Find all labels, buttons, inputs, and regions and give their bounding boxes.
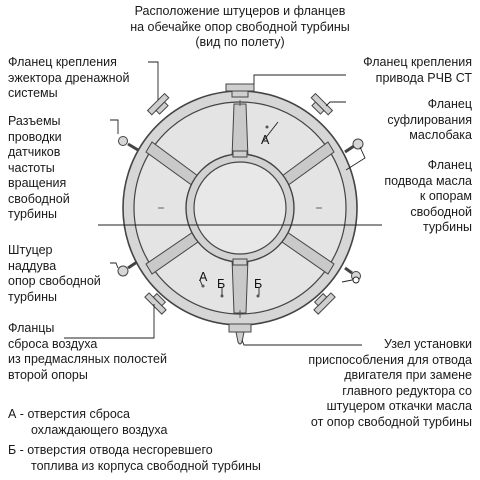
label-line: двигателя при замене (344, 368, 472, 382)
label-mount-unit: Узел установки приспособления для отвода… (308, 337, 472, 430)
legend-line: топлива из корпуса свободной турбины (31, 458, 261, 473)
label-line: привода РЧВ СТ (375, 70, 472, 85)
label-line: Фланец (427, 97, 472, 111)
fittings (117, 136, 364, 281)
legend-item-a: А - отверстия сброса охлаждающего воздух… (8, 407, 167, 438)
label-line: маслобака (409, 128, 472, 142)
label-line: от опор свободной турбины (310, 414, 472, 429)
label-line: Узел установки (384, 337, 472, 351)
label-line: проводки (8, 129, 62, 144)
hub-bumps (232, 150, 248, 266)
label-line: Фланцы (8, 321, 55, 335)
holes (201, 125, 269, 298)
label-line: Фланец (427, 158, 472, 172)
marker-a-lower: А (199, 270, 208, 284)
diagram-title: Расположение штуцеров и фланцев на обеча… (110, 4, 370, 51)
label-oil-supply-flange: Фланец подвода масла к опорам свободной … (384, 158, 472, 236)
label-line: Штуцер (8, 243, 53, 257)
label-line: датчиков (8, 145, 61, 159)
hub-inner (193, 161, 287, 255)
top-flange (225, 83, 255, 98)
label-line: турбины (8, 289, 57, 304)
label-ejector-flange: Фланец крепления эжектора дренажной сист… (8, 55, 129, 102)
label-line: Фланец крепления (363, 55, 472, 69)
label-line: второй опоры (8, 367, 88, 382)
title-line: Расположение штуцеров и фланцев (134, 4, 346, 18)
label-line: эжектора дренажной (8, 70, 130, 85)
label-line: турбины (423, 220, 472, 234)
label-rvv-drive-flange: Фланец крепления привода РЧВ СТ (363, 55, 472, 86)
leader-dots (352, 276, 360, 284)
label-line: Фланец крепления (8, 55, 117, 69)
label-line: свободной (410, 204, 472, 219)
struts (145, 103, 335, 314)
title-line: на обечайке опор свободной турбины (130, 19, 350, 34)
leader-lines (64, 61, 382, 346)
vent-flange-shape (310, 92, 334, 116)
legend-item-b: Б - отверстия отвода несгоревшего топлив… (8, 443, 261, 474)
label-line: приспособления для отвода (308, 352, 472, 367)
marker-b-right: Б (254, 277, 262, 291)
label-line: наддува (8, 258, 57, 273)
bottom-mount-unit (228, 323, 252, 345)
label-line: вращения (8, 176, 67, 190)
label-line: к опорам (419, 189, 472, 203)
title-line: (вид по полету) (195, 35, 285, 49)
label-air-release-flanges: Фланцы сброса воздуха из предмасляных по… (8, 321, 167, 383)
label-oil-tank-vent-flange: Фланец суфлирования маслобака (387, 97, 472, 144)
legend-line: А - отверстия сброса (8, 407, 130, 421)
label-boost-fitting: Штуцер наддува опор свободной турбины (8, 243, 101, 305)
label-line: сброса воздуха (8, 336, 98, 351)
marker-a-upper: А (261, 133, 270, 147)
label-line: подвода масла (384, 173, 472, 188)
label-line: главного редуктора со (342, 383, 472, 398)
label-line: из предмасляных полостей (8, 352, 167, 366)
ejector-flange-shape (146, 92, 170, 116)
label-line: свободной (8, 191, 70, 206)
air-release-flange-right-shape (313, 292, 336, 315)
marker-b-left: Б (217, 277, 225, 291)
label-sensor-connectors: Разъемы проводки датчиков частоты вращен… (8, 114, 70, 223)
strut-bottom (231, 257, 249, 314)
legend-line: Б - отверстия отвода несгоревшего (8, 443, 213, 457)
label-line: частоты (8, 160, 55, 175)
label-line: суфлирования (387, 112, 472, 127)
centerlines (158, 100, 322, 318)
label-line: системы (8, 86, 58, 100)
air-release-flange-left-shape (144, 292, 167, 315)
legend-line: охлаждающего воздуха (31, 422, 168, 437)
label-line: Разъемы (8, 114, 61, 128)
strut-top (231, 103, 249, 159)
label-line: турбины (8, 207, 57, 221)
label-line: опор свободной (8, 274, 101, 288)
label-line: штуцером откачки масла (326, 399, 472, 413)
